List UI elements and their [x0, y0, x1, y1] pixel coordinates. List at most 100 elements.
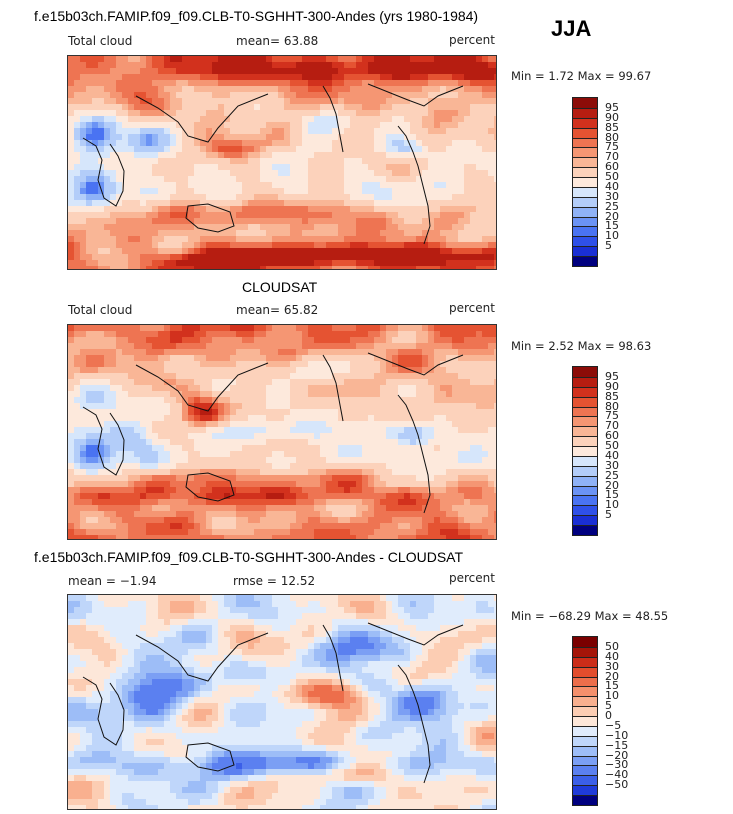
heatmap-cell [284, 248, 291, 255]
heatmap-cell [398, 242, 405, 249]
heatmap-cell [194, 445, 201, 452]
heatmap-cell [464, 349, 471, 356]
heatmap-cell [188, 385, 195, 392]
heatmap-cell [98, 254, 105, 261]
heatmap-cell [488, 242, 495, 249]
heatmap-cell [434, 385, 441, 392]
heatmap-cell [464, 385, 471, 392]
heatmap-cell [398, 457, 405, 464]
heatmap-cell [260, 355, 267, 362]
heatmap-cell [488, 355, 495, 362]
heatmap-cell [416, 421, 423, 428]
heatmap-cell [200, 242, 207, 249]
heatmap-cell [122, 140, 129, 147]
heatmap-cell [92, 194, 99, 201]
heatmap-cell [254, 511, 261, 518]
heatmap-cell [362, 68, 369, 75]
heatmap-cell [374, 361, 381, 368]
heatmap-cell [290, 236, 297, 243]
heatmap-cell [380, 325, 387, 332]
heatmap-cell [200, 206, 207, 213]
heatmap-cell [236, 415, 243, 422]
heatmap-cell [482, 188, 489, 195]
heatmap-cell [128, 164, 135, 171]
heatmap-cell [158, 200, 165, 207]
heatmap-cell [404, 260, 411, 267]
heatmap-cell [452, 194, 459, 201]
heatmap-cell [68, 367, 75, 374]
heatmap-cell [176, 206, 183, 213]
heatmap-cell [230, 451, 237, 458]
heatmap-cell [356, 248, 363, 255]
heatmap-cell [80, 493, 87, 500]
heatmap-cell [194, 457, 201, 464]
heatmap-cell [392, 170, 399, 177]
heatmap-cell [296, 391, 303, 398]
heatmap-cell [230, 260, 237, 267]
heatmap-cell [230, 343, 237, 350]
heatmap-cell [482, 457, 489, 464]
heatmap-cell [158, 391, 165, 398]
heatmap-cell [314, 194, 321, 201]
heatmap-cell [326, 218, 333, 225]
heatmap-cell [116, 116, 123, 123]
heatmap-cell [434, 433, 441, 440]
heatmap-cell [410, 230, 417, 237]
heatmap-cell [176, 331, 183, 338]
heatmap-cell [314, 176, 321, 183]
heatmap-cell [284, 493, 291, 500]
heatmap-cell [422, 475, 429, 482]
heatmap-cell [386, 445, 393, 452]
heatmap-cell [350, 439, 357, 446]
heatmap-cell [176, 140, 183, 147]
heatmap-cell [104, 224, 111, 231]
heatmap-cell [230, 86, 237, 93]
heatmap-cell [362, 397, 369, 404]
heatmap-cell [320, 62, 327, 69]
heatmap-cell [260, 337, 267, 344]
heatmap-cell [464, 212, 471, 219]
heatmap-cell [164, 86, 171, 93]
heatmap-cell [158, 415, 165, 422]
heatmap-cell [392, 403, 399, 410]
heatmap-cell [440, 397, 447, 404]
heatmap-cell [404, 194, 411, 201]
heatmap-cell [428, 260, 435, 267]
heatmap-cell [398, 427, 405, 434]
heatmap-cell [152, 343, 159, 350]
heatmap-cell [416, 140, 423, 147]
heatmap-cell [272, 62, 279, 69]
heatmap-cell [332, 152, 339, 159]
heatmap-cell [284, 242, 291, 249]
heatmap-cell [74, 254, 81, 261]
heatmap-cell [146, 62, 153, 69]
heatmap-cell [140, 134, 147, 141]
heatmap-cell [86, 409, 93, 416]
heatmap-cell [476, 379, 483, 386]
heatmap-cell [92, 92, 99, 99]
heatmap-cell [122, 92, 129, 99]
heatmap-cell [116, 355, 123, 362]
heatmap-cell [302, 224, 309, 231]
heatmap-cell [68, 445, 75, 452]
heatmap-cell [320, 343, 327, 350]
heatmap-cell [458, 505, 465, 512]
heatmap-cell [464, 98, 471, 105]
heatmap-cell [344, 218, 351, 225]
heatmap-cell [326, 92, 333, 99]
heatmap-cell [266, 194, 273, 201]
heatmap-cell [152, 62, 159, 69]
heatmap-cell [362, 475, 369, 482]
heatmap-cell [470, 86, 477, 93]
heatmap-cell [380, 80, 387, 87]
heatmap-cell [380, 493, 387, 500]
heatmap-cell [152, 325, 159, 332]
heatmap-cell [332, 499, 339, 506]
heatmap-cell [446, 409, 453, 416]
heatmap-cell [356, 260, 363, 267]
heatmap-cell [74, 463, 81, 470]
heatmap-cell [488, 122, 495, 129]
heatmap-cell [200, 62, 207, 69]
heatmap-cell [140, 230, 147, 237]
heatmap-cell [146, 80, 153, 87]
